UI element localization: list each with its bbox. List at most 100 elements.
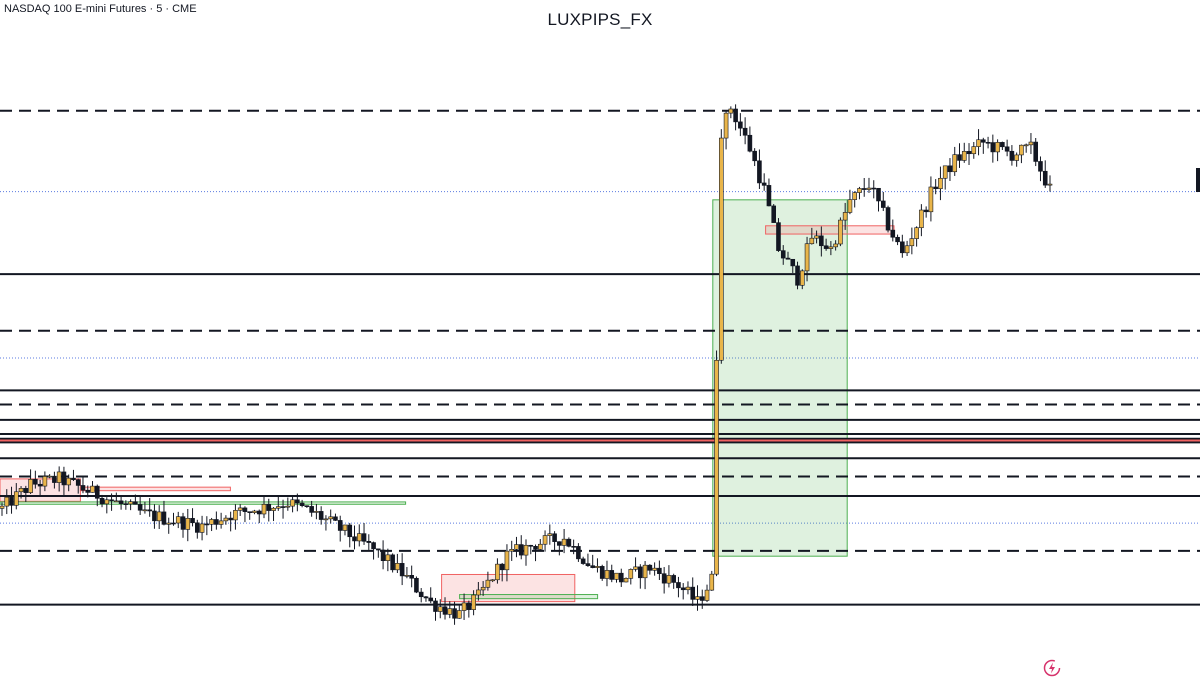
bull-candle-body	[633, 566, 638, 570]
bear-candle-body	[890, 229, 896, 238]
candle	[395, 553, 400, 574]
candle	[685, 581, 691, 595]
candle	[233, 504, 238, 530]
candle	[728, 106, 734, 119]
bear-candle-body	[390, 554, 395, 571]
bull-candle-body	[514, 544, 519, 550]
bear-candle-body	[733, 108, 738, 123]
bear-candle-body	[75, 479, 81, 486]
bear-candle-body	[347, 524, 353, 538]
bull-candle-body	[857, 188, 862, 193]
bull-candle-body	[709, 573, 715, 591]
candle	[104, 497, 110, 514]
candle	[23, 485, 29, 502]
candle	[228, 511, 233, 532]
candle	[771, 204, 777, 223]
bear-candle-body	[528, 544, 534, 547]
bear-candle-body	[333, 516, 338, 521]
candle	[1004, 139, 1010, 157]
bull-candle-body	[866, 187, 872, 190]
bull-candle-body	[838, 219, 843, 245]
bull-candle-body	[175, 516, 181, 524]
bear-candle-body	[414, 577, 419, 593]
bull-candle-body	[271, 507, 276, 511]
bull-candle-body	[909, 238, 915, 247]
price-scale-handle[interactable]	[1196, 168, 1200, 192]
bear-candle-body	[366, 541, 372, 543]
candle	[647, 564, 653, 575]
candle	[109, 493, 114, 511]
candle	[0, 502, 5, 516]
bear-candle-body	[1038, 161, 1043, 172]
bear-candle-body	[599, 566, 605, 579]
candle	[671, 573, 676, 589]
bear-candle-body	[790, 258, 796, 267]
lightning-circle-icon[interactable]	[1043, 659, 1061, 677]
bear-candle-body	[376, 548, 381, 551]
bear-candle-body	[590, 565, 595, 568]
candle	[723, 110, 729, 150]
bear-candle-body	[361, 533, 367, 542]
bear-candle-body	[957, 154, 962, 161]
candle	[809, 227, 815, 245]
bear-candle-body	[137, 504, 143, 511]
candle	[604, 560, 610, 587]
candle	[18, 486, 24, 499]
candle	[9, 486, 14, 514]
candle	[961, 142, 967, 163]
candle	[504, 544, 510, 582]
candle	[776, 218, 781, 252]
bear-candle-body	[761, 182, 767, 186]
bear-candle-body	[752, 150, 757, 162]
candle	[71, 469, 76, 481]
candle	[852, 191, 857, 208]
bull-candle-body	[537, 543, 543, 550]
green-zone	[459, 594, 599, 600]
candle	[428, 587, 434, 604]
candle	[547, 524, 553, 545]
bear-candle-body	[1009, 150, 1015, 161]
bear-candle-body	[785, 257, 791, 260]
candle	[247, 511, 253, 520]
candle	[37, 479, 43, 497]
candle	[571, 539, 576, 555]
candle	[1047, 175, 1053, 192]
bull-candle-body	[919, 209, 924, 229]
candle	[904, 240, 910, 256]
candle	[333, 513, 338, 521]
bear-candle-body	[638, 566, 643, 579]
candle	[609, 564, 615, 583]
bear-candle-body	[247, 511, 253, 513]
candle	[733, 104, 738, 131]
candle	[566, 537, 572, 548]
bear-candle-body	[152, 510, 157, 522]
bull-candle-body	[628, 569, 634, 579]
candle	[842, 202, 848, 230]
bull-candle-body	[995, 142, 1000, 153]
candle	[457, 605, 462, 619]
candle	[452, 601, 457, 625]
bull-candle-body	[223, 517, 229, 522]
red-zone	[441, 573, 576, 603]
bull-candle-body	[728, 108, 734, 114]
candle	[1033, 138, 1039, 167]
bull-candle-body	[356, 533, 362, 542]
bear-candle-body	[661, 573, 667, 584]
candle	[204, 516, 210, 536]
bear-candle-body	[742, 127, 748, 136]
candle	[780, 245, 786, 265]
bull-candle-body	[719, 137, 724, 361]
chart-watermark: LUXPIPS_FX	[547, 10, 653, 29]
candle	[628, 568, 634, 585]
bear-candle-body	[409, 575, 414, 579]
candle	[256, 509, 262, 524]
candle	[366, 534, 372, 550]
bear-candle-body	[256, 510, 262, 515]
candle	[190, 508, 195, 527]
candle	[461, 593, 467, 620]
candle	[938, 166, 943, 201]
candle	[580, 556, 586, 565]
candle	[623, 577, 629, 583]
candle	[266, 498, 272, 522]
